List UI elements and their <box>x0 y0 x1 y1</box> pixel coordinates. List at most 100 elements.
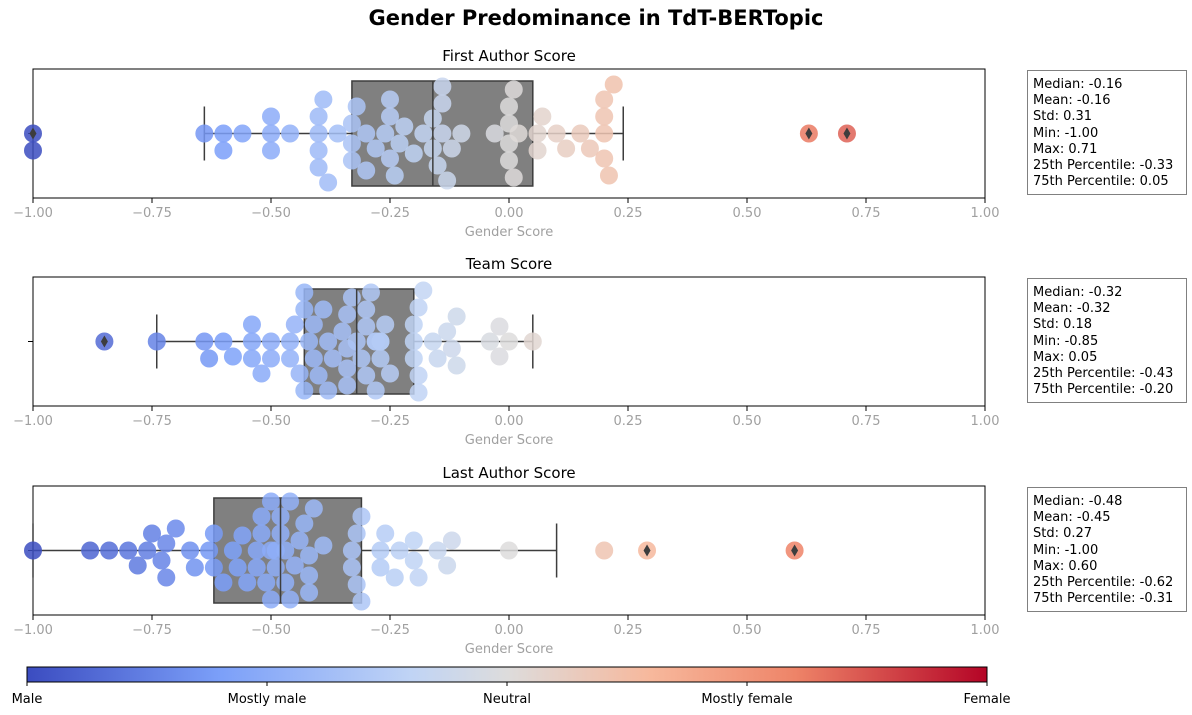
swarm-point <box>409 366 428 385</box>
stats-line: 25th Percentile: -0.62 <box>1033 575 1174 591</box>
swarm-point <box>100 541 119 560</box>
stats-box: Median: -0.32 Mean: -0.32 Std: 0.18 Min: -0… <box>1027 278 1187 404</box>
swarm-point <box>281 590 300 609</box>
stats-line: Max: 0.71 <box>1033 141 1098 157</box>
swarm-point <box>290 531 309 550</box>
swarm-point <box>143 524 161 543</box>
stats-line: Median: -0.48 <box>1033 494 1123 509</box>
x-axis-label: Gender Score <box>465 433 553 448</box>
colorbar-label: Mostly female <box>701 692 792 707</box>
figure-title: Gender Predominance in TdT-BERTopic <box>368 6 824 30</box>
swarm-point <box>528 141 547 160</box>
colorbar-label: Female <box>963 692 1010 707</box>
swarm-point <box>361 283 380 302</box>
swarm-point <box>285 556 304 575</box>
swarm-point <box>395 117 414 136</box>
swarm-points <box>24 75 856 192</box>
swarm-point <box>257 573 276 592</box>
x-tick-label: −0.50 <box>251 623 291 638</box>
swarm-point <box>580 139 599 158</box>
x-tick-label: 0.25 <box>614 206 643 221</box>
swarm-point <box>195 332 214 351</box>
swarm-point <box>381 90 399 109</box>
swarm-point <box>347 575 366 594</box>
swarm-point <box>381 107 399 126</box>
x-axis-label: Gender Score <box>465 225 553 240</box>
swarm-point <box>157 534 176 553</box>
swarm-point <box>214 124 233 143</box>
swarm-point <box>290 364 309 383</box>
swarm-point <box>281 124 300 143</box>
swarm-point <box>338 376 357 395</box>
swarm-point <box>500 541 518 560</box>
swarm-point <box>300 332 319 351</box>
subplot-2: Team Score −1.00 −0.75 −0.50 −0.25 0.00 0.25 0.… <box>13 255 999 448</box>
swarm-point <box>166 519 185 538</box>
swarm-point <box>285 315 304 334</box>
swarm-point <box>262 141 280 160</box>
stats-line: Std: 0.27 <box>1033 526 1093 542</box>
x-tick-label: −0.25 <box>370 623 410 638</box>
swarm-point <box>352 592 371 611</box>
swarm-point <box>438 171 457 190</box>
swarm-point <box>433 124 452 143</box>
swarm-point <box>319 173 338 192</box>
swarm-point <box>595 149 614 168</box>
swarm-point <box>262 590 280 609</box>
swarm-point <box>138 541 157 560</box>
stats-line: Mean: -0.45 <box>1033 510 1111 526</box>
swarm-point <box>404 144 423 163</box>
swarm-point <box>323 349 342 368</box>
outlier-marker <box>791 544 799 557</box>
swarm-point <box>309 107 328 126</box>
swarm-point <box>571 124 590 143</box>
swarm-point <box>242 315 261 334</box>
swarm-point <box>438 322 457 341</box>
swarm-point <box>595 124 614 143</box>
swarm-point <box>509 124 528 143</box>
swarm-point <box>357 317 376 336</box>
swarm-points <box>95 281 542 402</box>
swarm-point <box>357 300 376 319</box>
swarm-point <box>252 364 271 383</box>
x-tick-label: −1.00 <box>13 623 53 638</box>
swarm-point <box>485 124 504 143</box>
swarm-point <box>447 307 466 326</box>
swarm-point <box>595 541 614 560</box>
swarm-point <box>328 124 347 143</box>
colorbar-label: Male <box>12 692 43 707</box>
swarm-point <box>557 139 576 158</box>
x-tick-label: 0.50 <box>733 623 762 638</box>
swarm-point <box>381 364 399 383</box>
x-tick-label: −0.50 <box>251 414 291 429</box>
x-tick-label: −0.25 <box>370 206 410 221</box>
x-tick-label: 0.75 <box>852 206 881 221</box>
x-tick-label: 0.00 <box>495 206 524 221</box>
swarm-point <box>157 568 176 587</box>
swarm-point <box>309 141 328 160</box>
stats-line: Std: 0.31 <box>1033 109 1093 125</box>
swarm-point <box>242 349 261 368</box>
swarm-point <box>442 139 461 158</box>
x-tick-label: 0.00 <box>495 414 524 429</box>
x-tick-label: 0.50 <box>733 206 762 221</box>
swarm-point <box>347 524 366 543</box>
x-axis-label: Gender Score <box>465 642 553 657</box>
swarm-point <box>338 359 357 378</box>
x-tick-label: −0.75 <box>132 414 172 429</box>
subplot-1: First Author Score −1.00 −0.75 −0.50 −0.25 0.… <box>13 47 999 240</box>
swarm-point <box>295 381 314 400</box>
swarm-point <box>319 332 338 351</box>
subplot-3: Last Author Score −1.00 −0.75 −0.50 −0.25 0.0… <box>13 464 999 657</box>
outlier-marker <box>100 335 108 348</box>
swarm-point <box>533 107 552 126</box>
swarm-point <box>276 573 295 592</box>
swarm-point <box>304 349 323 368</box>
swarm-point <box>500 97 518 116</box>
x-tick-label: 1.00 <box>971 206 1000 221</box>
swarm-point <box>300 546 319 565</box>
swarm-point <box>366 381 385 400</box>
swarm-point <box>490 317 509 336</box>
swarm-point <box>262 349 280 368</box>
swarm-point <box>409 298 428 317</box>
